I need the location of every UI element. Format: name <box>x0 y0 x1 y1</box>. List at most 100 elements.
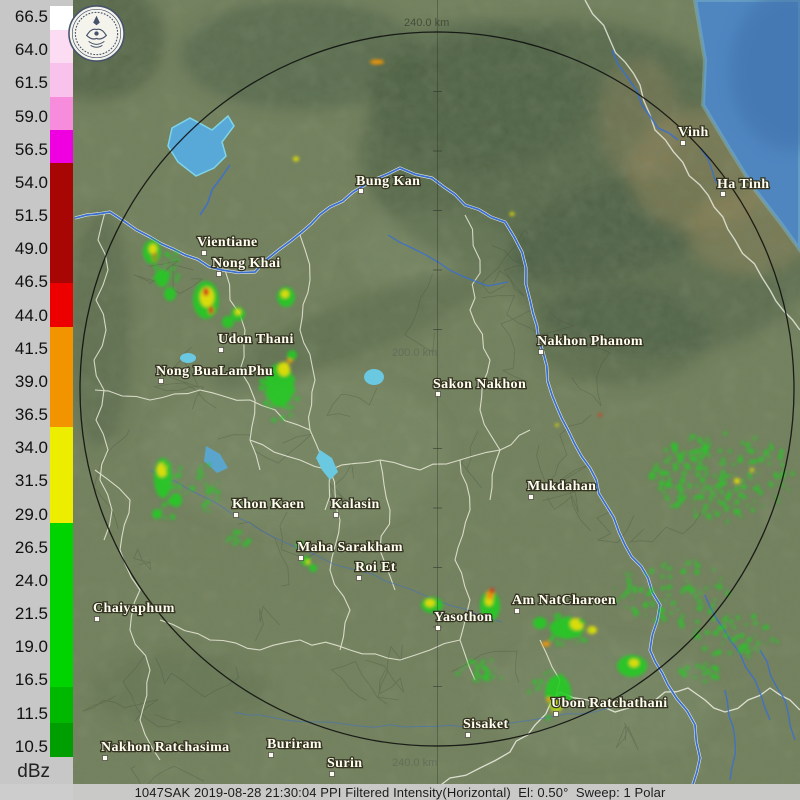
city-marker-maha-sarakham <box>298 555 304 561</box>
echo-cell-12 <box>235 309 241 315</box>
nong-han-lake <box>364 369 384 385</box>
legend-tick-16.5: 16.5 <box>14 670 48 690</box>
legend-tick-61.5: 61.5 <box>14 73 48 93</box>
echo-cell-22 <box>170 493 182 507</box>
range-label-1: 200.0 km <box>392 347 437 359</box>
city-label-vientiane: Vientiane <box>197 235 258 250</box>
sea-deep-shade <box>730 0 800 150</box>
echo-cell-14 <box>281 290 289 298</box>
city-label-vinh: Vinh <box>678 125 709 140</box>
legend-tick-31.5: 31.5 <box>14 471 48 491</box>
echo-speckle-48 <box>678 662 720 684</box>
legend-segment-4 <box>50 130 73 163</box>
echo-cell-31 <box>480 591 500 621</box>
radar-echoes <box>143 59 795 721</box>
legend-tick-51.5: 51.5 <box>14 206 48 226</box>
echo-speckle-5 <box>153 250 181 286</box>
echo-speckle-54 <box>693 614 780 659</box>
echo-speckle-24 <box>159 463 188 521</box>
legend-segment-2 <box>50 63 73 97</box>
city-marker-bung-kan <box>358 188 364 194</box>
legend-tick-59.0: 59.0 <box>14 106 48 126</box>
echo-cell-27 <box>306 560 310 564</box>
legend-tick-11.5: 11.5 <box>16 703 48 723</box>
legend-segment-1 <box>50 30 73 63</box>
province-borders <box>93 211 561 761</box>
city-label-nong-khai: Nong Khai <box>212 256 281 271</box>
echo-speckle-60 <box>189 463 220 513</box>
city-marker-surin <box>329 771 335 777</box>
legend-tick-29.0: 29.0 <box>14 504 48 524</box>
legend-tick-39.0: 39.0 <box>14 371 48 391</box>
laos-vietnam-border <box>584 0 800 331</box>
lam-pao-reservoir <box>316 450 338 480</box>
mekong-river <box>74 167 701 784</box>
city-label-nakhon-phanom: Nakhon Phanom <box>537 334 643 349</box>
legend-tick-10.5: 10.5 <box>14 736 48 756</box>
city-marker-nong-bualamphu <box>158 378 164 384</box>
legend-tick-21.5: 21.5 <box>14 604 48 624</box>
echo-cell-35 <box>533 617 547 629</box>
status-text: 1047SAK 2019-08-28 21:30:04 PPI Filtered… <box>134 784 666 800</box>
city-label-sisaket: Sisaket <box>463 717 509 732</box>
legend-segment-5 <box>50 163 73 283</box>
city-label-nong-bualamphu: Nong BuaLamPhu <box>156 364 273 379</box>
city-label-roi-et: Roi Et <box>355 560 396 575</box>
legend-tick-44.0: 44.0 <box>14 305 48 325</box>
city-marker-nong-khai <box>216 271 222 277</box>
city-label-bung-kan: Bung Kan <box>356 174 420 189</box>
echo-cell-1 <box>149 244 157 254</box>
city-marker-nakhon-phanom <box>538 349 544 355</box>
legend-segment-3 <box>50 97 73 130</box>
echo-cell-8 <box>203 288 209 296</box>
city-label-buriram: Buriram <box>267 737 322 752</box>
legend-segment-0 <box>50 6 73 30</box>
district-borders <box>82 229 702 784</box>
echo-speckle-49 <box>648 431 795 524</box>
legend-tick-26.5: 26.5 <box>14 537 48 557</box>
echo-speckle-41 <box>455 658 503 683</box>
echo-speckle-53 <box>613 560 730 628</box>
city-label-ubon-ratchathani: Ubon Ratchathani <box>551 696 667 711</box>
legend-tick-41.5: 41.5 <box>14 338 48 358</box>
city-label-ha-tinh: Ha Tinh <box>717 177 769 192</box>
legend-tick-36.5: 36.5 <box>14 405 48 425</box>
echo-cell-51 <box>734 478 740 484</box>
city-label-am-natcharoen: Am NatCharoen <box>512 593 616 608</box>
city-marker-sakon-nakhon <box>435 391 441 397</box>
echo-cell-57 <box>509 212 515 216</box>
city-marker-roi-et <box>356 575 362 581</box>
legend-segment-9 <box>50 523 73 687</box>
legend-unit-label: dBz <box>17 761 50 782</box>
city-marker-khon-kaen <box>233 512 239 518</box>
legend-segment-11 <box>50 723 73 757</box>
echo-cell-19 <box>287 350 297 360</box>
echo-speckle-61 <box>226 530 252 547</box>
echo-cell-58 <box>598 413 602 417</box>
city-marker-vinh <box>680 140 686 146</box>
city-layer: Vientiane Nong Khai Bung Kan Vinh Ha Tinh Udo… <box>92 124 770 777</box>
status-bar: 1047SAK 2019-08-28 21:30:04 PPI Filtered… <box>0 784 800 800</box>
legend-tick-54.0: 54.0 <box>14 172 48 192</box>
legend-tick-66.5: 66.5 <box>14 7 48 26</box>
legend-segment-8 <box>50 427 73 523</box>
legend-color-bar <box>50 6 73 757</box>
range-ring-240km <box>79 31 795 747</box>
lakes <box>167 114 384 480</box>
city-label-mukdahan: Mukdahan <box>527 479 596 494</box>
echo-cell-38 <box>587 626 597 634</box>
echo-cell-62 <box>296 541 304 549</box>
city-marker-ha-tinh <box>720 191 726 197</box>
city-label-kalasin: Kalasin <box>331 497 380 512</box>
legend-segment-10 <box>50 687 73 723</box>
city-label-khon-kaen: Khon Kaen <box>232 497 304 512</box>
city-marker-udon-thani <box>218 347 224 353</box>
nam-ngum-reservoir <box>167 114 235 177</box>
city-marker-yasothon <box>435 625 441 631</box>
city-marker-mukdahan <box>528 494 534 500</box>
echo-cell-4 <box>164 287 176 301</box>
echo-cell-9 <box>208 306 214 314</box>
